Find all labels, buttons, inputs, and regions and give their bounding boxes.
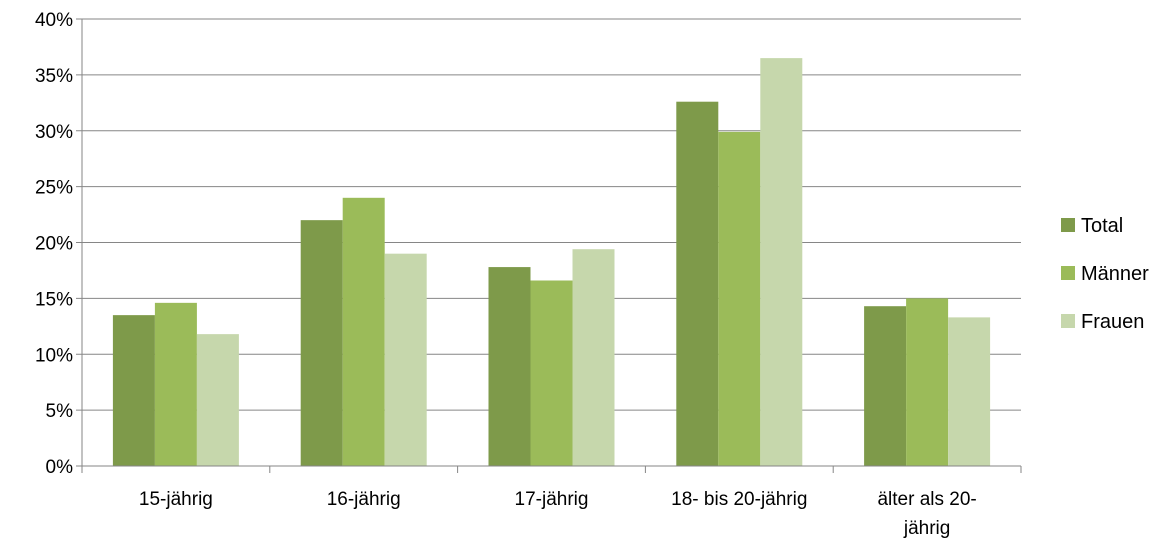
bar-männer-2 [342,197,385,467]
bar-männer-5 [906,298,949,466]
bar-total-5 [864,306,907,466]
legend-label-frauen: Frauen [1081,311,1144,333]
bar-total-4 [676,101,719,466]
bar-männer-3 [530,280,573,466]
legend-label-männer: Männer [1081,263,1149,285]
bar-männer-4 [718,131,761,466]
legend-label-total: Total [1081,215,1123,237]
x-tick-label: 18- bis 20-jährig [671,489,807,510]
y-tick-labels: 0% 5% 10% 15% 20% 25% 30% 35% 40% [35,10,73,478]
y-tick-label: 10% [35,345,73,366]
x-tick-label: 17-jährig [515,489,589,510]
y-tick-label: 0% [46,457,74,478]
x-tick-label: 16-jährig [327,489,401,510]
bar-frauen-2 [384,253,427,466]
bar-männer-1 [154,302,197,466]
bar-total-1 [112,315,155,466]
y-tick-label: 5% [46,401,74,422]
legend: Total Männer Frauen [1061,215,1149,333]
legend-swatch-total [1061,218,1075,232]
y-tick-label: 15% [35,289,73,310]
y-tick-label: 30% [35,122,73,143]
x-tick-label: älter als 20- [877,489,976,510]
bar-frauen-4 [760,58,803,467]
bar-total-2 [300,220,343,466]
bar-frauen-3 [572,249,615,466]
y-tick-label: 40% [35,10,73,31]
legend-swatch-männer [1061,266,1075,280]
bar-frauen-5 [948,317,991,466]
bars [112,58,991,467]
axes [76,18,1022,473]
bar-total-3 [488,267,531,466]
y-tick-label: 25% [35,178,73,199]
x-tick-labels: 15-jährig 16-jährig 17-jährig 18- bis 20-jä… [139,489,977,539]
y-tick-label: 20% [35,234,73,255]
x-tick-label: jährig [903,518,950,539]
y-tick-label: 35% [35,66,73,87]
x-tick-label: 15-jährig [139,489,213,510]
bar-frauen-1 [196,334,239,466]
legend-swatch-frauen [1061,314,1075,328]
